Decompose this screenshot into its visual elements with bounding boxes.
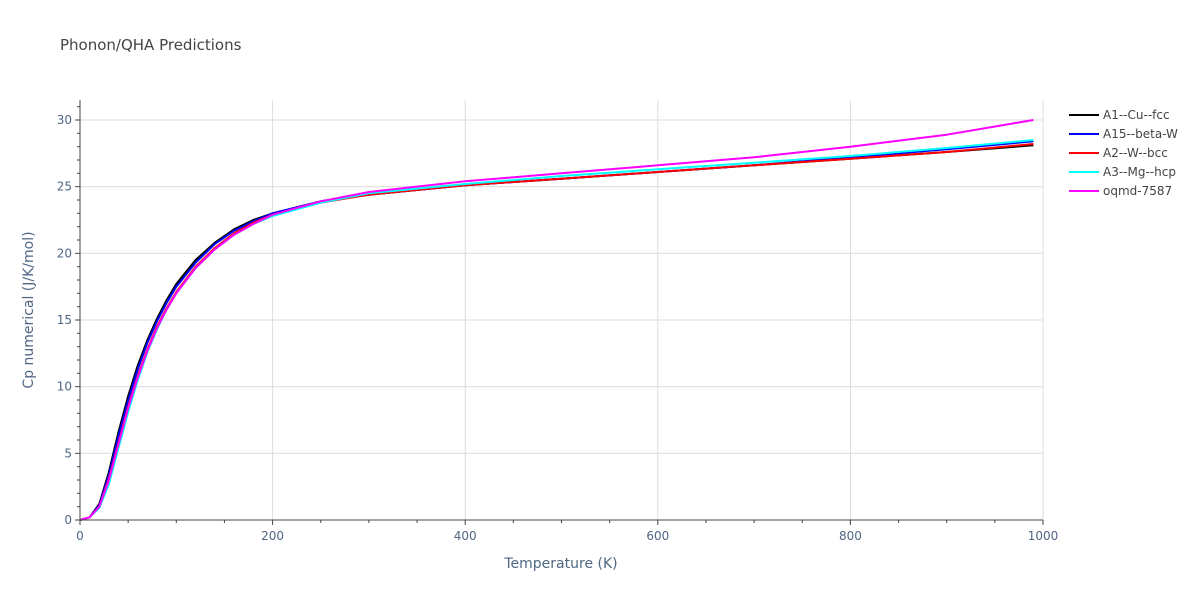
chart-title: Phonon/QHA Predictions	[60, 36, 242, 54]
legend-label[interactable]: oqmd-7587	[1103, 184, 1172, 198]
x-tick-label: 200	[261, 529, 284, 543]
legend-label[interactable]: A3--Mg--hcp	[1103, 165, 1176, 179]
series-line-0	[79, 144, 1034, 521]
y-tick-label: 30	[57, 113, 72, 127]
x-tick-label: 1000	[1028, 529, 1059, 543]
grid	[80, 100, 1044, 520]
series-line-2	[79, 143, 1034, 521]
y-tick-label: 10	[57, 380, 72, 394]
y-axis-title: Cp numerical (J/K/mol)	[21, 231, 37, 388]
x-tick-label: 400	[454, 529, 477, 543]
legend[interactable]: A1--Cu--fcc A15--beta-W A2--W--bcc A3--Mg--…	[1069, 108, 1178, 198]
y-tick-label: 20	[57, 246, 72, 260]
series-line-3	[79, 139, 1034, 521]
x-axis-title: Temperature (K)	[503, 556, 617, 572]
x-tick-label: 600	[646, 529, 669, 543]
y-tick-label: 5	[64, 446, 72, 460]
x-tick-label: 800	[839, 529, 862, 543]
legend-label[interactable]: A1--Cu--fcc	[1103, 108, 1170, 122]
axes: 0 200 400 600 800 1000 0 5 10 15 20 25 30	[57, 100, 1059, 543]
y-tick-label: 0	[64, 513, 72, 527]
x-tick-label: 0	[76, 529, 84, 543]
plot-area	[79, 119, 1034, 521]
y-tick-label: 15	[57, 313, 72, 327]
y-tick-label: 25	[57, 180, 72, 194]
legend-label[interactable]: A15--beta-W	[1103, 127, 1178, 141]
legend-label[interactable]: A2--W--bcc	[1103, 146, 1168, 160]
series-line-1	[79, 140, 1034, 521]
series-line-4	[79, 119, 1034, 521]
